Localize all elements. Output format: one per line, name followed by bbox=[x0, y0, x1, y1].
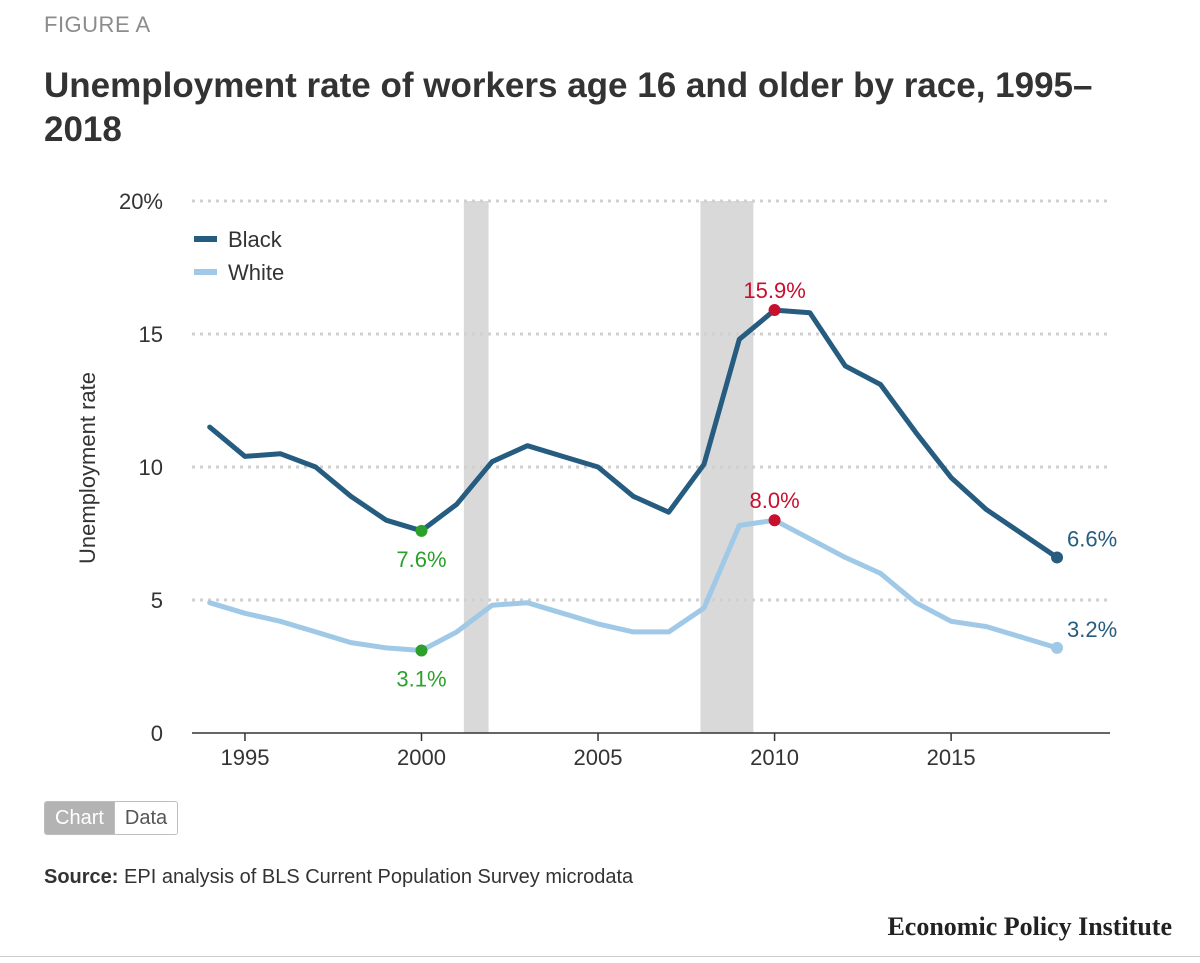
data-label: 3.2% bbox=[1067, 617, 1117, 642]
legend-label: White bbox=[228, 260, 284, 285]
x-tick-label: 2005 bbox=[574, 745, 623, 770]
data-point-marker bbox=[768, 304, 781, 317]
x-tick-label: 2010 bbox=[750, 745, 799, 770]
series-line-black bbox=[207, 307, 1060, 560]
data-label: 8.0% bbox=[749, 488, 799, 513]
y-tick-label: 5 bbox=[151, 588, 163, 613]
x-tick-label: 2015 bbox=[927, 745, 976, 770]
figure-label: FIGURE A bbox=[44, 12, 151, 37]
data-label: 7.6% bbox=[396, 547, 446, 572]
y-tick-label: 10 bbox=[139, 455, 163, 480]
gridlines bbox=[192, 199, 1110, 602]
y-tick-label: 0 bbox=[151, 721, 163, 746]
y-tick-label: 15 bbox=[139, 322, 163, 347]
series-line-white bbox=[207, 517, 1060, 653]
epi-logo: Economic Policy Institute bbox=[887, 912, 1172, 941]
chart-data-toggle: Chart Data bbox=[44, 801, 179, 835]
data-label: 6.6% bbox=[1067, 526, 1117, 551]
chart-title: Unemployment rate of workers age 16 and … bbox=[44, 66, 1093, 149]
recession-bands bbox=[463, 201, 754, 733]
data-label: 15.9% bbox=[743, 278, 805, 303]
legend-label: Black bbox=[228, 227, 283, 252]
series-lines bbox=[207, 307, 1060, 653]
footer-divider bbox=[0, 956, 1200, 957]
data-tab-button[interactable]: Data bbox=[113, 802, 178, 834]
source-note: Source: EPI analysis of BLS Current Popu… bbox=[44, 866, 633, 889]
x-tick-label: 2000 bbox=[397, 745, 446, 770]
axes: 0 5 10 15 20% 1995 2000 2005 2010 2015 Unemploymen… bbox=[75, 189, 1110, 770]
y-axis-title: Unemployment rate bbox=[75, 372, 100, 564]
source-label: Source: bbox=[44, 866, 119, 888]
legend: Black White bbox=[194, 227, 284, 285]
data-point-marker bbox=[768, 514, 781, 527]
x-tick-label: 1995 bbox=[220, 745, 269, 770]
chart-tab-button[interactable]: Chart bbox=[45, 802, 114, 834]
y-tick-label: 20% bbox=[119, 189, 163, 214]
annotations: 7.6% 3.1% 15.9% 8.0% 6.6% 3.2% bbox=[396, 278, 1117, 691]
line-chart: 0 5 10 15 20% 1995 2000 2005 2010 2015 Unemploymen… bbox=[75, 189, 1117, 770]
data-point-marker bbox=[415, 644, 428, 657]
data-point-marker bbox=[1051, 641, 1064, 654]
data-label: 3.1% bbox=[396, 667, 446, 692]
data-point-marker bbox=[1051, 551, 1064, 564]
source-text: EPI analysis of BLS Current Population S… bbox=[124, 866, 634, 888]
data-point-marker bbox=[415, 524, 428, 537]
